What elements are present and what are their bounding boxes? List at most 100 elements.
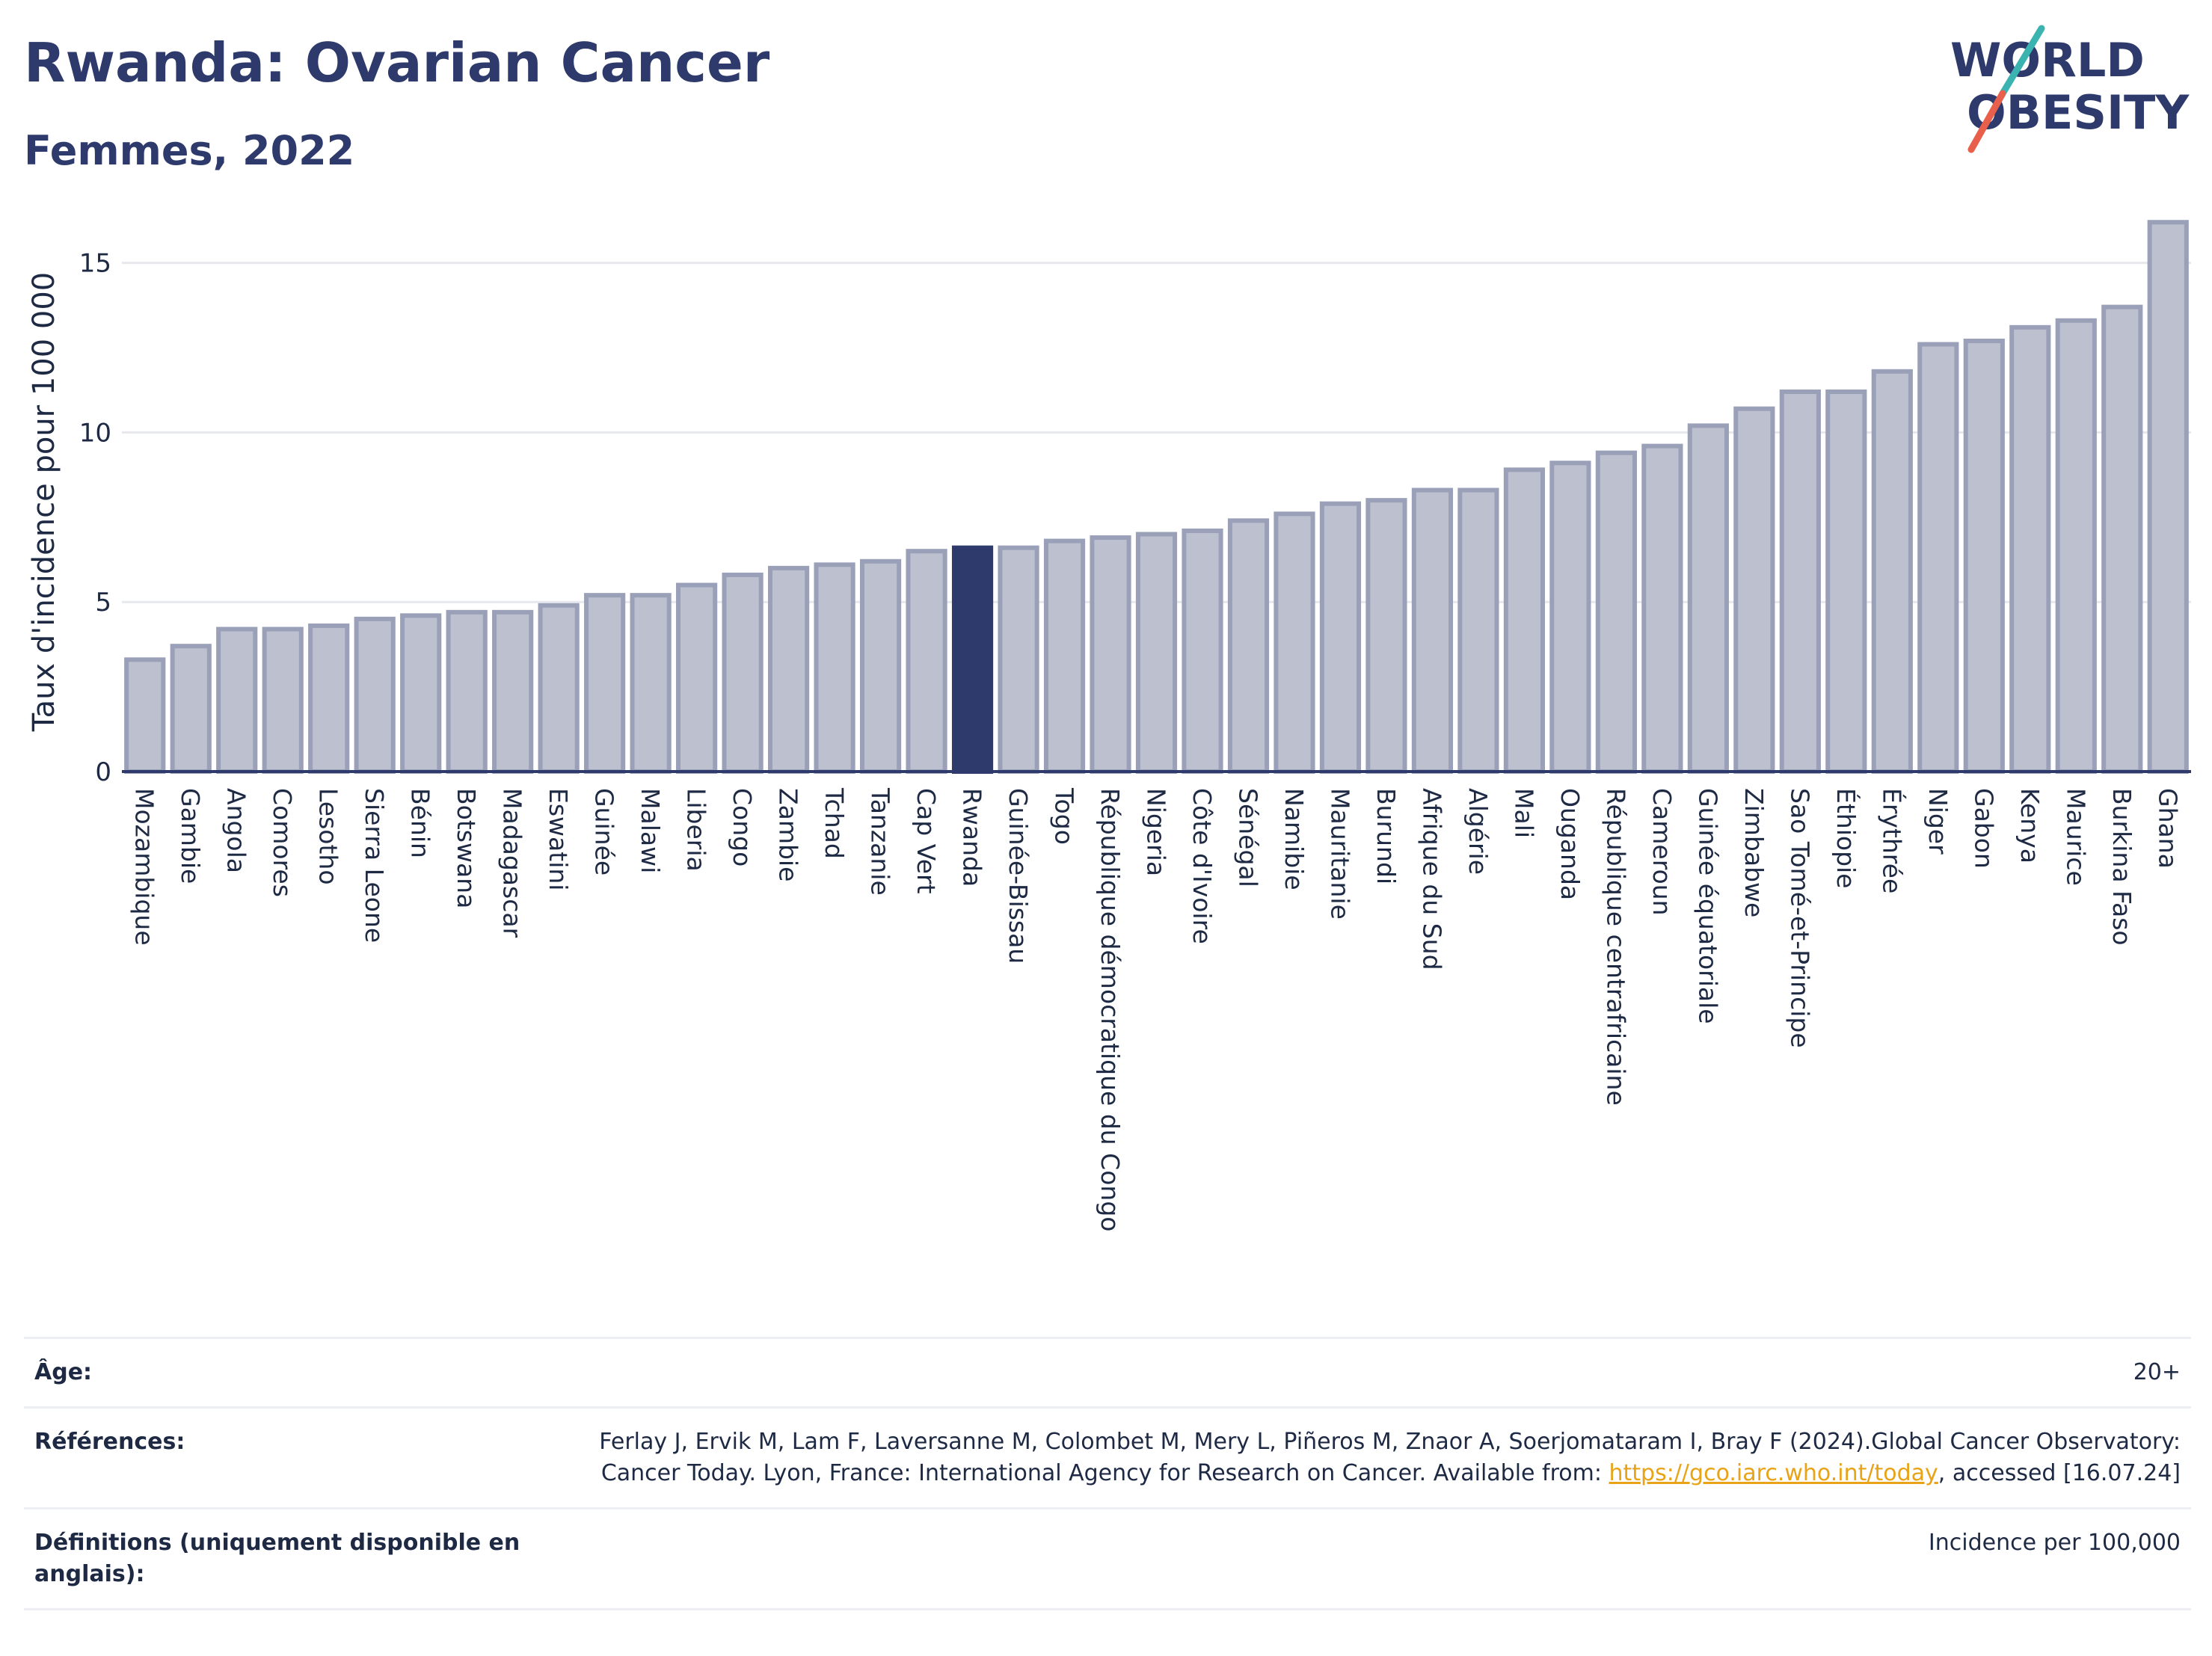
- x-category-label: Gabon: [1969, 788, 1998, 869]
- x-category-label: Ghana: [2153, 788, 2182, 869]
- bar-alg-rie: [1457, 487, 1499, 774]
- info-row-age: Âge: 20+: [24, 1338, 2191, 1408]
- category-labels: Mozambique Gambie Angola Comores Lesotho Sier…: [130, 787, 2183, 1231]
- x-category-label: Madagascar: [498, 788, 527, 938]
- bar-mozambique: [124, 657, 166, 774]
- info-row-definitions: Définitions (uniquement disponible en an…: [24, 1508, 2191, 1610]
- world-obesity-logo: WORLD OBESITY: [1950, 25, 2190, 153]
- y-axis-title: Taux d'incidence pour 100 000: [27, 272, 61, 732]
- bar-r-publique-d-mocratique-du-congo: [1090, 535, 1131, 774]
- x-category-label: Lesotho: [314, 788, 343, 885]
- bar-b-nin: [400, 613, 442, 774]
- x-category-label: Congo: [728, 788, 757, 867]
- x-category-label: Côte d'Ivoire: [1188, 788, 1217, 944]
- x-category-label: Maurice: [2061, 788, 2090, 886]
- axes: 0 5 10 15 Taux d'incidence pour 100 000: [27, 249, 2191, 787]
- bar-guin-e-quatoriale: [1687, 423, 1729, 774]
- x-category-label: Botswana: [452, 788, 481, 908]
- references-value: Ferlay J, Ervik M, Lam F, Laversanne M, …: [553, 1408, 2191, 1509]
- logo-line-1: WORLD: [1950, 33, 2145, 87]
- bar-c-te-d-ivoire: [1182, 528, 1223, 774]
- x-category-label: Tanzanie: [866, 787, 895, 896]
- x-category-label: République centrafricaine: [1601, 788, 1630, 1106]
- y-tick-label: 15: [79, 249, 111, 279]
- x-category-label: Nigeria: [1142, 788, 1171, 876]
- age-label: Âge:: [34, 1359, 93, 1385]
- x-category-label: Togo: [1050, 787, 1079, 845]
- bar-cameroun: [1641, 443, 1683, 774]
- x-category-label: Afrique du Sud: [1417, 788, 1446, 970]
- bars: [124, 220, 2189, 775]
- x-category-label: Sao Tomé-et-Principe: [1785, 788, 1814, 1048]
- x-category-label: Ouganda: [1555, 788, 1585, 900]
- bar-angola: [216, 627, 258, 774]
- x-category-label: Bénin: [406, 788, 435, 858]
- bar-botswana: [446, 609, 488, 774]
- x-category-label: Tchad: [820, 787, 849, 859]
- bar-eswatini: [538, 603, 580, 774]
- references-text: Ferlay J, Ervik M, Lam F, Laversanne M, …: [599, 1429, 2181, 1486]
- bar-liberia: [676, 582, 718, 774]
- x-category-label: Cap Vert: [912, 788, 941, 894]
- bar-mauritanie: [1319, 501, 1362, 775]
- bar-mali: [1503, 467, 1546, 774]
- bar-cap-vert: [906, 549, 947, 775]
- x-category-label: Liberia: [682, 788, 711, 872]
- x-category-label: Kenya: [2015, 788, 2044, 864]
- bar-rwanda: [951, 545, 994, 775]
- y-tick-label: 10: [79, 418, 111, 448]
- bar-s-n-gal: [1227, 518, 1270, 774]
- bar-gabon: [1963, 338, 2005, 774]
- references-link[interactable]: https://gco.iarc.who.int/today: [1609, 1460, 1938, 1486]
- bar-zambie: [767, 565, 810, 774]
- bar-congo: [722, 572, 764, 775]
- bar-gambie: [170, 644, 212, 775]
- bar-ouganda: [1549, 461, 1591, 774]
- info-row-references: Références: Ferlay J, Ervik M, Lam F, La…: [24, 1407, 2191, 1509]
- x-category-label: Mozambique: [130, 788, 159, 946]
- x-category-label: Namibie: [1279, 788, 1309, 890]
- bar-niger: [1917, 342, 1959, 774]
- bar-namibie: [1274, 511, 1315, 774]
- references-label: Références:: [34, 1429, 185, 1455]
- x-category-label: Angola: [222, 788, 251, 873]
- x-category-label: Niger: [1923, 788, 1953, 855]
- bar-guin-e: [584, 593, 626, 775]
- bar-maurice: [2055, 318, 2097, 774]
- age-value: 20+: [2133, 1359, 2181, 1385]
- bar-burundi: [1365, 498, 1407, 775]
- x-category-label: Algérie: [1463, 788, 1493, 875]
- bar-r-publique-centrafricaine: [1595, 450, 1637, 775]
- bar-tchad: [814, 562, 855, 774]
- bar-comores: [262, 627, 304, 774]
- y-tick-label: 0: [95, 757, 111, 787]
- bar-madagascar: [492, 609, 534, 774]
- x-category-label: Guinée équatoriale: [1693, 788, 1722, 1024]
- x-category-label: Guinée-Bissau: [1004, 788, 1033, 964]
- bar-tanzanie: [859, 558, 902, 774]
- logo-slash-top: [1999, 25, 2045, 97]
- x-category-label: Érythrée: [1877, 788, 1907, 893]
- bar-malawi: [630, 593, 672, 775]
- x-category-label: Burundi: [1371, 788, 1401, 884]
- bar-chart: 0 5 10 15 Taux d'incidence pour 100 000 Moza…: [27, 220, 2191, 1231]
- bar-sao-tom-et-principe: [1779, 390, 1821, 774]
- bar--thiopie: [1825, 390, 1867, 774]
- x-category-label: Sierra Leone: [360, 788, 389, 943]
- bar-togo: [1043, 538, 1086, 774]
- bar-lesotho: [308, 623, 350, 775]
- bar--rythr-e: [1871, 369, 1913, 774]
- x-category-label: Rwanda: [958, 788, 987, 887]
- x-category-label: Sénégal: [1233, 788, 1262, 887]
- info-table: Âge: 20+ Références: Ferlay J, Ervik M, …: [24, 1337, 2191, 1610]
- x-category-label: Zimbabwe: [1739, 788, 1769, 917]
- x-category-label: Zambie: [774, 788, 803, 881]
- x-category-label: Éthiopie: [1831, 788, 1861, 888]
- logo-slash-bottom: [1967, 90, 2006, 153]
- bar-kenya: [2009, 324, 2051, 775]
- definitions-label: Définitions (uniquement disponible en an…: [34, 1530, 520, 1587]
- y-tick-label: 5: [95, 588, 111, 618]
- bar-sierra-leone: [354, 616, 396, 775]
- x-category-label: Comores: [268, 788, 297, 897]
- page-subtitle: Femmes, 2022: [24, 127, 355, 174]
